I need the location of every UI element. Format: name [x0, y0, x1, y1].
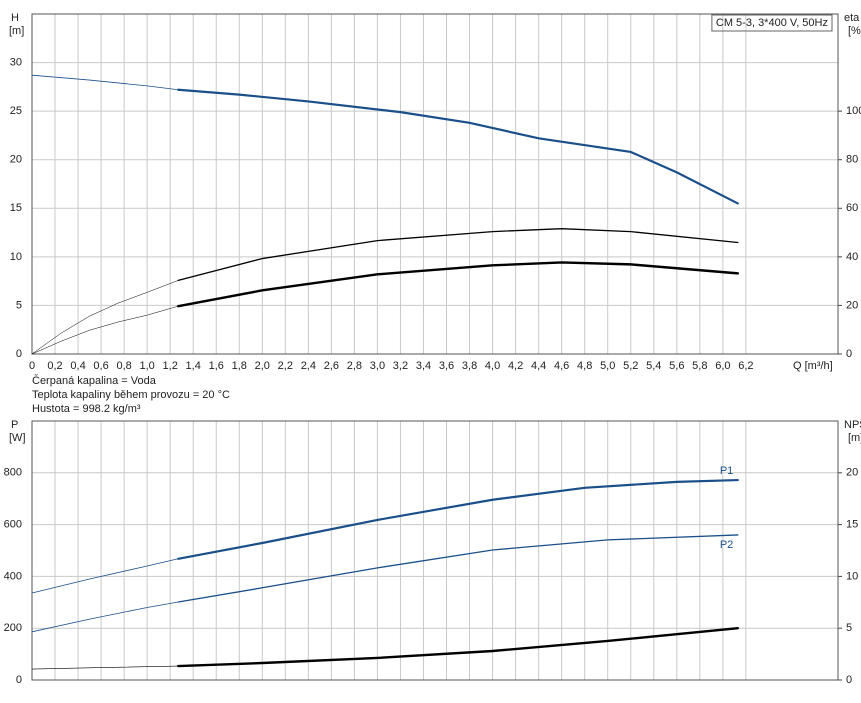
- y-tick-label: 5: [16, 299, 22, 311]
- series-label: P1: [720, 465, 733, 477]
- x-tick-label: 3,0: [370, 360, 385, 372]
- y-axis-unit: [m]: [9, 25, 24, 37]
- y-axis-label: P: [11, 419, 18, 431]
- y-tick-label: 200: [4, 622, 22, 634]
- x-tick-label: 5,8: [692, 360, 707, 372]
- y2-axis-unit: [m]: [848, 432, 861, 444]
- x-tick-label: 1,4: [186, 360, 201, 372]
- x-tick-label: 4,6: [554, 360, 569, 372]
- curve: [31, 280, 179, 355]
- x-tick-label: 0,8: [116, 360, 131, 372]
- curve: [31, 74, 179, 91]
- x-tick-label: 3,8: [462, 360, 477, 372]
- x-tick-label: 3,6: [439, 360, 454, 372]
- y-tick-label: 400: [4, 570, 22, 582]
- y2-tick-label: 40: [846, 251, 858, 263]
- y-tick-label: 20: [10, 154, 22, 166]
- legend-box: [711, 14, 833, 32]
- x-tick-label: 5,6: [669, 360, 684, 372]
- y2-tick-label: 100: [846, 105, 861, 117]
- x-tick-label: 2,8: [347, 360, 362, 372]
- curve: [177, 627, 740, 668]
- annotation: Hustota = 998.2 kg/m³: [32, 403, 141, 415]
- x-tick-label: 2,6: [324, 360, 339, 372]
- y2-tick-label: 20: [846, 467, 858, 479]
- x-tick-label: 3,2: [393, 360, 408, 372]
- x-tick-label: 5,0: [600, 360, 615, 372]
- x-tick-label: 3,4: [416, 360, 431, 372]
- y-tick-label: 0: [16, 674, 22, 686]
- y-tick-label: 30: [10, 56, 22, 68]
- y-tick-label: 600: [4, 519, 22, 531]
- x-tick-label: 6,0: [715, 360, 730, 372]
- y2-axis-label: NPSH: [844, 419, 861, 431]
- y2-axis-label: eta: [844, 12, 860, 24]
- x-tick-label: 2,2: [278, 360, 293, 372]
- x-tick-label: 0,6: [93, 360, 108, 372]
- x-axis-label: Q [m³/h]: [793, 360, 833, 372]
- x-tick-label: 5,2: [623, 360, 638, 372]
- x-tick-label: 4,4: [531, 360, 546, 372]
- x-tick-label: 2,4: [301, 360, 316, 372]
- y-tick-label: 10: [10, 251, 22, 263]
- curve: [31, 601, 179, 633]
- curve: [31, 558, 179, 594]
- x-tick-label: 4,2: [508, 360, 523, 372]
- x-tick-label: 6,2: [738, 360, 753, 372]
- y-tick-label: 25: [10, 105, 22, 117]
- curve: [31, 665, 179, 670]
- curve: [177, 261, 740, 308]
- y2-axis-unit: [%]: [848, 25, 861, 37]
- curve: [31, 305, 179, 355]
- y2-tick-label: 0: [846, 348, 852, 360]
- x-tick-label: 4,8: [577, 360, 592, 372]
- annotation: Čerpaná kapalina = Voda: [32, 374, 157, 387]
- y-axis-unit: [W]: [9, 432, 26, 444]
- series-label: P2: [720, 539, 733, 551]
- y-tick-label: 15: [10, 202, 22, 214]
- x-tick-label: 1,6: [209, 360, 224, 372]
- x-tick-label: 0,4: [70, 360, 85, 372]
- plot-frame: [31, 420, 839, 681]
- y-axis-label: H: [11, 12, 19, 24]
- curve: [177, 478, 739, 560]
- plot-frame: [31, 13, 839, 355]
- y2-tick-label: 5: [846, 622, 852, 634]
- x-tick-label: 1,0: [139, 360, 154, 372]
- y2-tick-label: 0: [846, 674, 852, 686]
- x-tick-label: 1,8: [232, 360, 247, 372]
- y2-tick-label: 20: [846, 299, 858, 311]
- curve: [177, 228, 739, 282]
- x-tick-label: 0: [29, 360, 35, 372]
- y2-tick-label: 10: [846, 570, 858, 582]
- y2-tick-label: 15: [846, 519, 858, 531]
- x-tick-label: 0,2: [47, 360, 62, 372]
- y-tick-label: 800: [4, 467, 22, 479]
- x-tick-label: 5,4: [646, 360, 661, 372]
- y2-tick-label: 60: [846, 202, 858, 214]
- y2-tick-label: 80: [846, 154, 858, 166]
- x-tick-label: 1,2: [163, 360, 178, 372]
- annotation: Teplota kapaliny během provozu = 20 °C: [32, 389, 230, 401]
- x-tick-label: 2,0: [255, 360, 270, 372]
- y-tick-label: 0: [16, 348, 22, 360]
- legend-title: CM 5-3, 3*400 V, 50Hz: [716, 17, 828, 29]
- curve: [177, 88, 739, 205]
- x-tick-label: 4,0: [485, 360, 500, 372]
- curve: [177, 534, 739, 603]
